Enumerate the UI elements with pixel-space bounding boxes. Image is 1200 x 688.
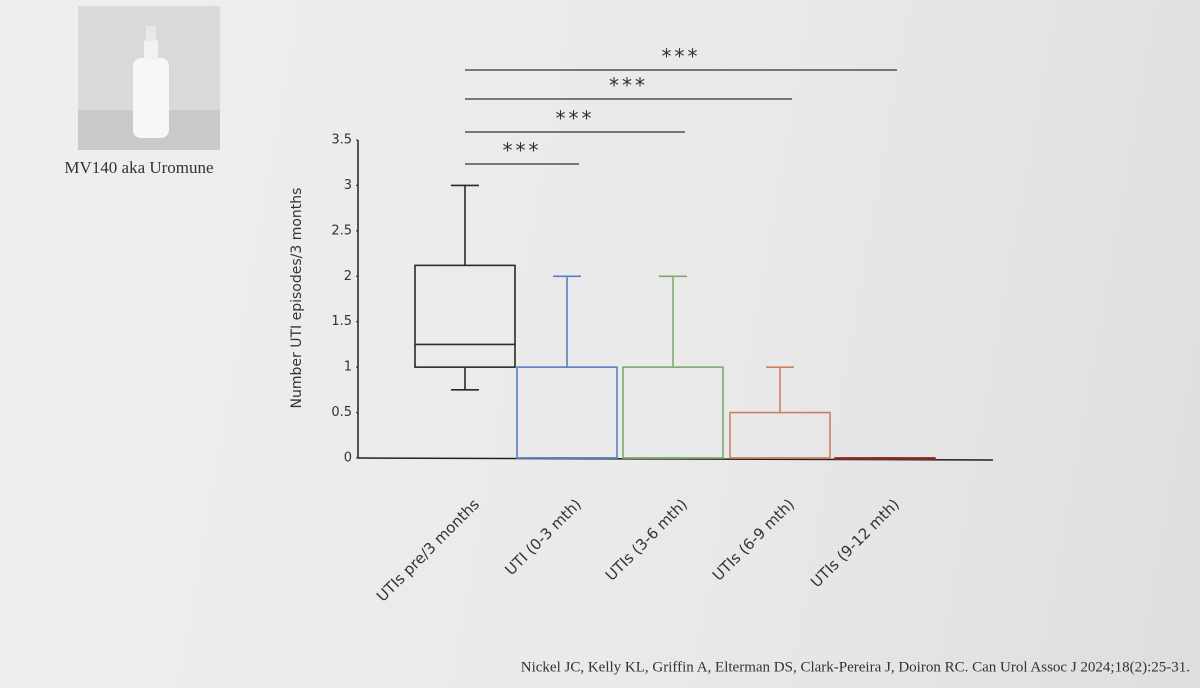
x-tick-label: UTIs (6-9 mth) [709,495,798,584]
box [622,366,724,459]
bottle-nozzle [146,26,156,41]
y-tick-label: 0 [344,451,352,466]
image-caption: MV140 aka Uromune [64,158,213,177]
significance-label: *** [609,74,648,98]
y-tick-label: 0.5 [331,405,352,420]
box [414,264,516,368]
bottle-neck [144,40,158,60]
significance-label: *** [556,107,595,131]
y-axis-label: Number UTI episodes/3 months [289,188,305,409]
citation: Nickel JC, Kelly KL, Griffin A, Elterman… [521,659,1190,675]
significance-label: *** [662,45,701,69]
significance-label: *** [503,139,542,163]
bottle-body [133,58,169,138]
y-tick-label: 2 [344,269,352,284]
box [516,366,618,459]
y-tick-label: 2.5 [331,223,352,238]
y-tick-label: 3 [344,178,352,193]
x-tick-label: UTIs pre/3 months [373,495,483,605]
y-tick-label: 3.5 [331,133,352,148]
x-tick-label: UTI (0-3 mth) [501,495,585,579]
y-tick-label: 1 [344,360,352,375]
product-image [78,6,220,150]
x-tick-label: UTIs (9-12 mth) [807,495,903,591]
box [729,411,831,459]
x-tick-label: UTIs (3-6 mth) [602,495,691,584]
y-tick-label: 1.5 [331,314,352,329]
